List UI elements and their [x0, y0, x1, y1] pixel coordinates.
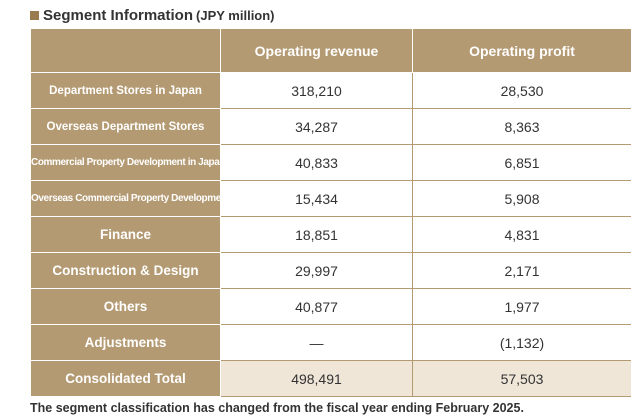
row-label: Overseas Commercial Property Development — [30, 180, 221, 217]
table-row: Finance 18,851 4,831 — [30, 216, 631, 253]
title-bullet-square-icon — [30, 11, 39, 20]
profit-cell: 6,851 — [412, 144, 631, 181]
table-row: Overseas Commercial Property Development… — [30, 180, 631, 217]
profit-cell: 57,503 — [412, 360, 631, 397]
row-label: Department Stores in Japan — [30, 72, 221, 109]
row-label: Others — [30, 288, 221, 325]
row-label: Commercial Property Development in Japan — [30, 144, 221, 181]
segment-table: Operating revenue Operating profit Depar… — [30, 28, 631, 397]
table-row: Construction & Design 29,997 2,171 — [30, 252, 631, 289]
revenue-cell: 34,287 — [220, 108, 413, 145]
table-row: Adjustments — (1,132) — [30, 324, 631, 361]
row-label: Finance — [30, 216, 221, 253]
profit-cell: 28,530 — [412, 72, 631, 109]
revenue-cell: 29,997 — [220, 252, 413, 289]
header-operating-revenue: Operating revenue — [220, 28, 413, 73]
table-header-row: Operating revenue Operating profit — [30, 28, 631, 73]
profit-cell: 8,363 — [412, 108, 631, 145]
header-operating-profit: Operating profit — [412, 28, 631, 73]
header-corner — [30, 28, 221, 73]
section-title: Segment Information (JPY million) — [30, 4, 275, 26]
revenue-cell: 40,877 — [220, 288, 413, 325]
table-row: Overseas Department Stores 34,287 8,363 — [30, 108, 631, 145]
total-row: Consolidated Total 498,491 57,503 — [30, 360, 631, 397]
profit-cell: 4,831 — [412, 216, 631, 253]
row-label: Construction & Design — [30, 252, 221, 289]
table-row: Commercial Property Development in Japan… — [30, 144, 631, 181]
footnote: The segment classification has changed f… — [30, 401, 524, 415]
revenue-cell: 15,434 — [220, 180, 413, 217]
title-unit: (JPY million) — [196, 7, 275, 23]
revenue-cell: — — [220, 324, 413, 361]
revenue-cell: 318,210 — [220, 72, 413, 109]
row-label: Adjustments — [30, 324, 221, 361]
table-row: Others 40,877 1,977 — [30, 288, 631, 325]
row-label: Consolidated Total — [30, 360, 221, 397]
title-text: Segment Information — [43, 6, 194, 24]
revenue-cell: 40,833 — [220, 144, 413, 181]
row-label: Overseas Department Stores — [30, 108, 221, 145]
revenue-cell: 18,851 — [220, 216, 413, 253]
profit-cell: 1,977 — [412, 288, 631, 325]
profit-cell: 2,171 — [412, 252, 631, 289]
table-row: Department Stores in Japan 318,210 28,53… — [30, 72, 631, 109]
profit-cell: 5,908 — [412, 180, 631, 217]
profit-cell: (1,132) — [412, 324, 631, 361]
revenue-cell: 498,491 — [220, 360, 413, 397]
